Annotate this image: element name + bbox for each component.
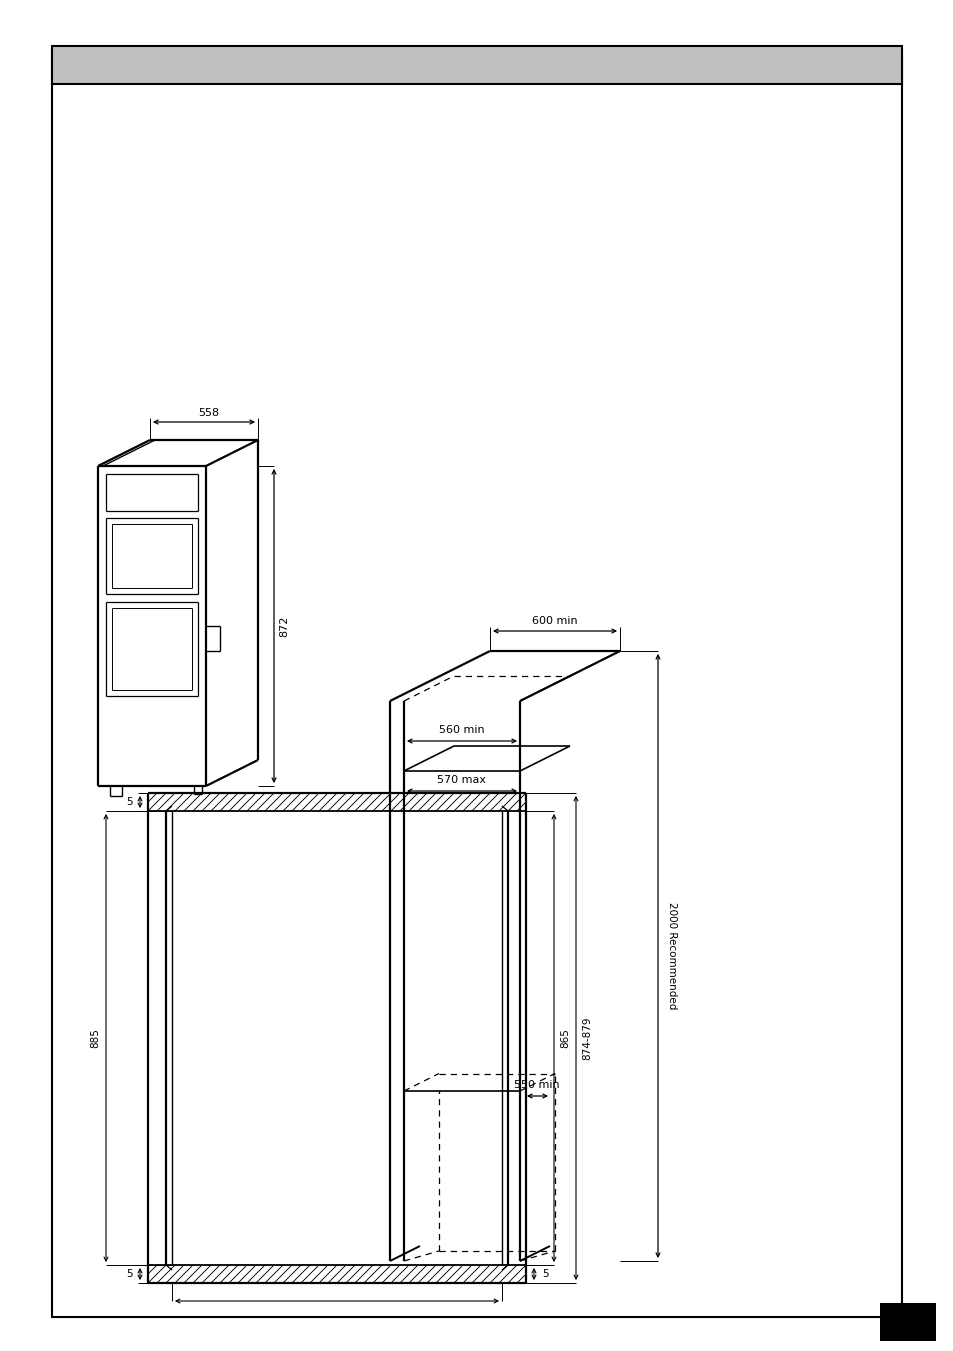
Text: 558: 558 (198, 408, 219, 417)
Text: 2000 Recommended: 2000 Recommended (666, 902, 677, 1009)
Text: 5: 5 (126, 1269, 132, 1279)
Text: 560 min: 560 min (438, 725, 484, 735)
Text: 885: 885 (90, 1028, 100, 1048)
Text: 5: 5 (126, 797, 132, 807)
Text: 600 min: 600 min (532, 616, 578, 626)
Text: 865: 865 (559, 1028, 569, 1048)
Bar (52, 46, 901, 84)
Text: 874-879: 874-879 (581, 1016, 592, 1059)
Text: 570 max: 570 max (437, 775, 486, 785)
Text: 872: 872 (278, 615, 289, 636)
Bar (52, 51, 901, 1317)
Text: 550 min: 550 min (514, 1079, 559, 1090)
Text: 5: 5 (541, 1269, 548, 1279)
Bar (879, 1302, 935, 1342)
